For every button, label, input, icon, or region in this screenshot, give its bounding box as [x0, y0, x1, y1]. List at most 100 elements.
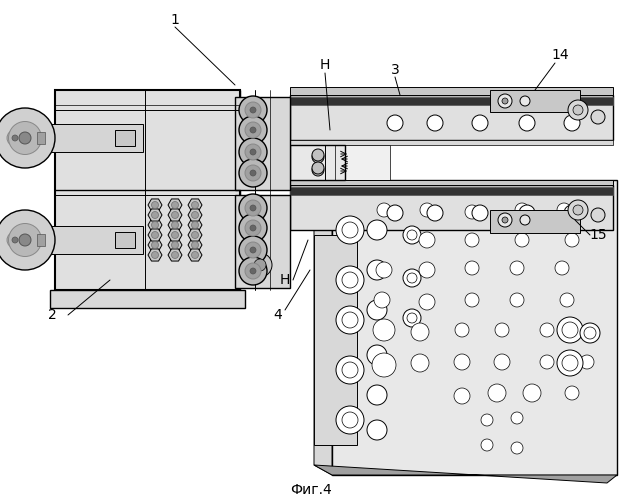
Circle shape — [336, 216, 364, 244]
Circle shape — [0, 108, 55, 168]
Circle shape — [250, 170, 256, 176]
Circle shape — [250, 225, 256, 231]
Circle shape — [171, 252, 179, 258]
Circle shape — [312, 149, 324, 161]
Circle shape — [245, 200, 261, 216]
Circle shape — [481, 414, 493, 426]
Circle shape — [519, 205, 535, 221]
Circle shape — [510, 261, 524, 275]
Circle shape — [511, 442, 523, 454]
Circle shape — [454, 388, 470, 404]
Circle shape — [502, 217, 508, 223]
Circle shape — [454, 354, 470, 370]
Circle shape — [494, 354, 510, 370]
Polygon shape — [168, 199, 182, 211]
Circle shape — [245, 263, 261, 279]
Circle shape — [9, 122, 42, 154]
Polygon shape — [290, 97, 613, 105]
Circle shape — [367, 220, 387, 240]
Circle shape — [403, 226, 421, 244]
Circle shape — [511, 412, 523, 424]
Text: Н: Н — [280, 273, 290, 287]
Circle shape — [472, 115, 488, 131]
Circle shape — [540, 323, 554, 337]
Polygon shape — [290, 95, 613, 140]
Circle shape — [564, 115, 580, 131]
Circle shape — [564, 205, 580, 221]
Text: 3: 3 — [391, 63, 399, 77]
Polygon shape — [15, 226, 143, 254]
Polygon shape — [188, 239, 202, 251]
Circle shape — [374, 292, 390, 308]
Circle shape — [250, 127, 256, 133]
Circle shape — [557, 350, 583, 376]
Circle shape — [403, 269, 421, 287]
Circle shape — [19, 234, 31, 246]
Circle shape — [481, 439, 493, 451]
Circle shape — [239, 116, 267, 144]
Circle shape — [239, 214, 267, 242]
Polygon shape — [188, 249, 202, 261]
Circle shape — [1, 226, 29, 254]
Circle shape — [191, 252, 199, 258]
Circle shape — [250, 107, 256, 113]
Circle shape — [0, 210, 55, 270]
Circle shape — [336, 356, 364, 384]
Polygon shape — [235, 195, 290, 288]
Circle shape — [1, 124, 29, 152]
Circle shape — [151, 202, 158, 208]
Circle shape — [373, 319, 395, 341]
Circle shape — [336, 266, 364, 294]
Circle shape — [411, 323, 429, 341]
Circle shape — [12, 237, 18, 243]
Text: 15: 15 — [589, 228, 607, 242]
Polygon shape — [290, 87, 613, 95]
Circle shape — [239, 96, 267, 124]
Circle shape — [465, 205, 479, 219]
Circle shape — [420, 203, 434, 217]
Circle shape — [367, 345, 387, 365]
Text: Н: Н — [320, 58, 330, 72]
Circle shape — [573, 205, 583, 215]
Circle shape — [250, 268, 256, 274]
Polygon shape — [235, 97, 290, 190]
Polygon shape — [148, 239, 162, 251]
Circle shape — [239, 138, 267, 166]
Circle shape — [250, 149, 256, 155]
Circle shape — [465, 233, 479, 247]
Text: 14: 14 — [551, 48, 569, 62]
Circle shape — [191, 232, 199, 238]
Circle shape — [498, 213, 512, 227]
Circle shape — [465, 261, 479, 275]
Circle shape — [591, 208, 605, 222]
Circle shape — [248, 253, 272, 277]
Circle shape — [245, 102, 261, 118]
Circle shape — [419, 262, 435, 278]
Text: Фиг.4: Фиг.4 — [290, 483, 332, 497]
Circle shape — [151, 232, 158, 238]
Circle shape — [573, 105, 583, 115]
Circle shape — [151, 252, 158, 258]
Circle shape — [455, 323, 469, 337]
Circle shape — [191, 222, 199, 228]
Text: 1: 1 — [171, 13, 179, 27]
Circle shape — [336, 306, 364, 334]
Circle shape — [387, 115, 403, 131]
Circle shape — [367, 385, 387, 405]
Circle shape — [557, 203, 571, 217]
Polygon shape — [148, 229, 162, 241]
Circle shape — [171, 232, 179, 238]
Circle shape — [239, 194, 267, 222]
Bar — [37, 132, 45, 144]
Circle shape — [465, 293, 479, 307]
Circle shape — [568, 100, 588, 120]
Circle shape — [171, 202, 179, 208]
Polygon shape — [148, 249, 162, 261]
Circle shape — [591, 110, 605, 124]
Circle shape — [367, 420, 387, 440]
Polygon shape — [188, 219, 202, 231]
Circle shape — [245, 242, 261, 258]
Circle shape — [312, 162, 324, 174]
Circle shape — [557, 317, 583, 343]
Polygon shape — [148, 209, 162, 221]
